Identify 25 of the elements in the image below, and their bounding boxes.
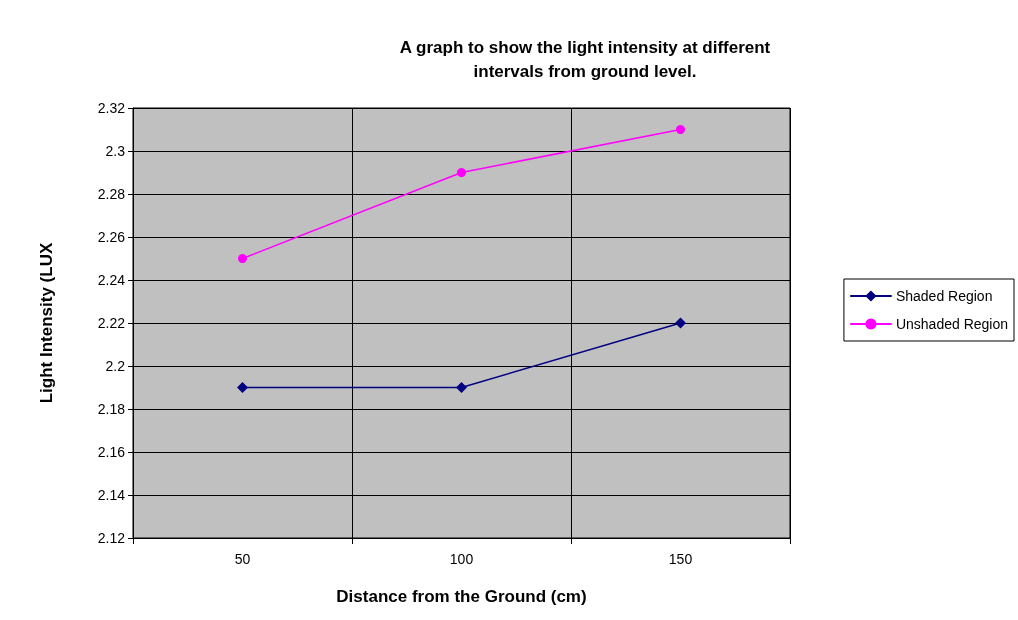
y-tick-label: 2.18 bbox=[97, 401, 126, 417]
y-tick-label: 2.28 bbox=[97, 186, 126, 202]
x-tick-label: 50 bbox=[234, 551, 251, 567]
x-tick-label: 100 bbox=[449, 551, 474, 567]
y-tick-label: 2.26 bbox=[97, 229, 126, 245]
y-tick-label: 2.14 bbox=[97, 487, 126, 503]
point bbox=[457, 168, 466, 177]
chart-title: A graph to show the light intensity at different intervals from ground level. bbox=[399, 37, 771, 81]
point bbox=[675, 317, 686, 329]
x-axis-title: Distance from the Ground (cm) bbox=[336, 587, 587, 606]
y-tick-label: 2.12 bbox=[97, 530, 126, 546]
point bbox=[238, 254, 247, 263]
legend-label: Unshaded Region bbox=[895, 316, 1009, 332]
y-tick-label: 2.3 bbox=[105, 143, 126, 159]
x-tick-label: 150 bbox=[668, 551, 693, 567]
point bbox=[456, 382, 467, 393]
y-tick-label: 2.32 bbox=[97, 100, 126, 116]
point bbox=[237, 382, 248, 393]
y-tick-label: 2.16 bbox=[97, 444, 126, 460]
y-tick-label: 2.22 bbox=[97, 315, 126, 331]
point bbox=[676, 125, 685, 134]
y-tick-label: 2.2 bbox=[105, 358, 126, 374]
y-tick-label: 2.24 bbox=[97, 272, 126, 288]
legend-label: Shaded Region bbox=[895, 288, 993, 304]
y-axis-title: Light Intensity (LUX bbox=[37, 242, 56, 404]
